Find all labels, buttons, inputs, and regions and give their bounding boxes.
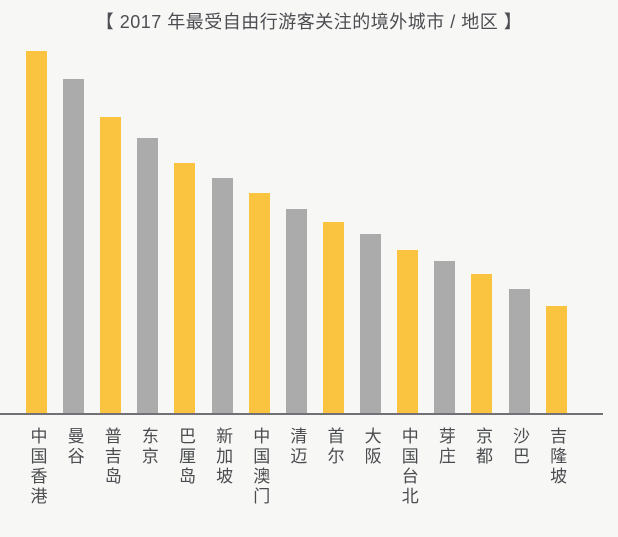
x-label-中国澳门: 中国澳门 [250, 427, 270, 507]
bar-曼谷 [63, 79, 85, 413]
bar-沙巴 [508, 289, 530, 413]
x-label-普吉岛: 普吉岛 [101, 427, 121, 487]
x-label-首尔: 首尔 [324, 427, 344, 467]
x-label-清迈: 清迈 [287, 427, 307, 467]
x-label-大阪: 大阪 [361, 427, 381, 467]
bar-首尔 [322, 222, 344, 413]
x-label-沙巴: 沙巴 [510, 427, 530, 467]
x-axis-line [0, 413, 603, 415]
x-label-新加坡: 新加坡 [213, 427, 233, 487]
bar-中国澳门 [248, 193, 270, 413]
bar-大阪 [360, 234, 382, 413]
bar-新加坡 [211, 178, 233, 413]
bar-巴厘岛 [174, 163, 196, 413]
bar-普吉岛 [100, 117, 122, 413]
bar-中国香港 [26, 51, 47, 413]
bar-东京 [137, 138, 159, 413]
x-label-芽庄: 芽庄 [435, 427, 455, 467]
bar-清迈 [285, 209, 307, 413]
x-label-中国台北: 中国台北 [398, 427, 418, 507]
x-label-吉隆坡: 吉隆坡 [547, 427, 567, 487]
x-label-京都: 京都 [472, 427, 492, 467]
x-label-东京: 东京 [138, 427, 158, 467]
chart-title: 【 2017 年最受自由行游客关注的境外城市 / 地区 】 [95, 12, 523, 32]
bar-京都 [471, 274, 493, 413]
x-label-中国香港: 中国香港 [27, 427, 47, 507]
x-label-曼谷: 曼谷 [64, 427, 84, 467]
x-label-巴厘岛: 巴厘岛 [175, 427, 195, 487]
bar-吉隆坡 [545, 306, 567, 413]
bar-中国台北 [397, 250, 419, 413]
bar-芽庄 [434, 261, 456, 413]
